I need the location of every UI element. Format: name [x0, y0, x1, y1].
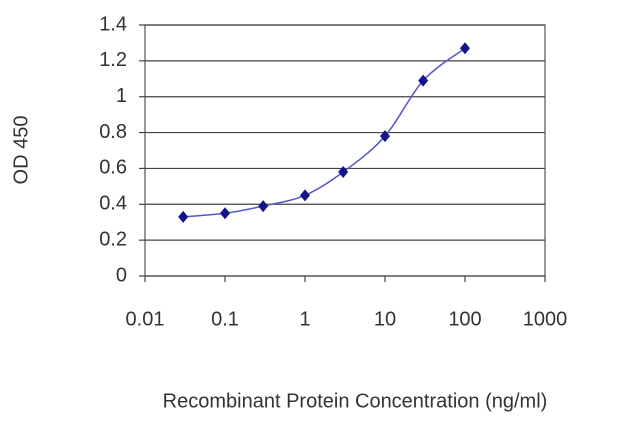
x-tick-label: 10 — [374, 308, 396, 330]
y-tick-label: 1.2 — [99, 49, 127, 71]
x-tick-label: 0.1 — [211, 308, 239, 330]
data-point — [178, 210, 189, 223]
y-axis-title: OD 450 — [10, 116, 32, 185]
x-tick-label: 1000 — [523, 308, 568, 330]
y-tick-label: 0.6 — [99, 157, 127, 179]
data-point — [338, 166, 349, 179]
y-tick-label: 1.4 — [99, 13, 127, 35]
data-point — [258, 200, 269, 213]
x-tick-label: 100 — [448, 308, 481, 330]
x-axis-title: Recombinant Protein Concentration (ng/ml… — [163, 390, 548, 412]
y-tick-label: 0.2 — [99, 228, 127, 250]
data-point — [418, 74, 429, 87]
y-tick-label: 0.4 — [99, 193, 127, 215]
x-tick-label: 0.01 — [126, 308, 165, 330]
data-point — [460, 42, 470, 55]
x-tick-label: 1 — [299, 308, 310, 330]
y-tick-label: 0 — [116, 264, 127, 286]
plot-frame — [144, 24, 546, 277]
data-point — [220, 207, 230, 220]
y-tick-label: 1 — [116, 85, 127, 107]
data-point — [300, 189, 310, 202]
data-point — [380, 130, 390, 143]
y-tick-label: 0.8 — [99, 121, 127, 143]
